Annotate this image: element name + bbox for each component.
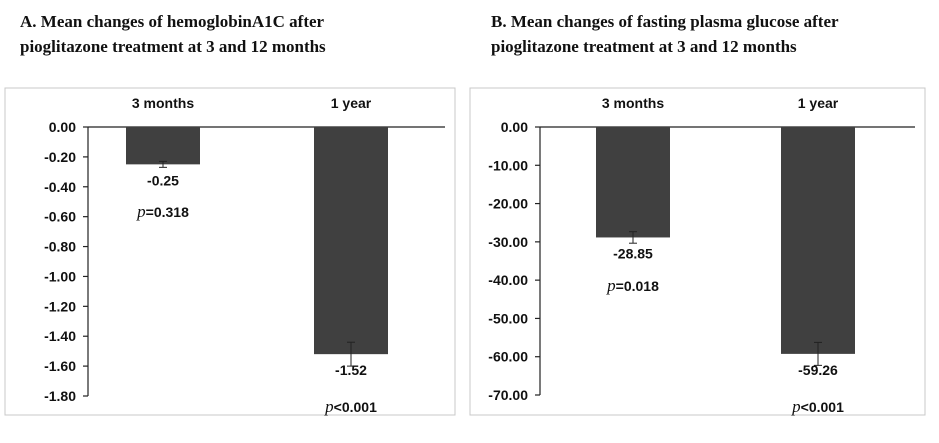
chart-b-title: B. Mean changes of fasting plasma glucos… xyxy=(491,9,931,59)
chart-b-y-tick-label: -40.00 xyxy=(488,272,528,288)
chart-b-frame xyxy=(469,87,926,416)
chart-b-category-label-2: 1 year xyxy=(798,95,839,111)
chart-b-y-tick-label: -10.00 xyxy=(488,157,528,173)
chart-a-p-value-2: p<0.001 xyxy=(324,397,377,416)
chart-a: 0.00 -0.20 -0.40 -0.60 -0.80 -1.00 -1.20 -1.40 -… xyxy=(4,87,456,416)
chart-a-y-tick-label: 0.00 xyxy=(49,119,76,135)
chart-b-category-label-1: 3 months xyxy=(602,95,664,111)
chart-b-p-value-1: p=0.018 xyxy=(606,276,659,295)
chart-a-y-tick-label: -0.40 xyxy=(44,179,76,195)
chart-a-title-line-2: pioglitazone treatment at 3 and 12 month… xyxy=(20,37,326,56)
chart-a-title-line-1: A. Mean changes of hemoglobinA1C after xyxy=(20,12,325,31)
chart-a-category-label-2: 1 year xyxy=(331,95,372,111)
chart-b-y-tick-label: -20.00 xyxy=(488,196,528,212)
chart-a-y-tick-label: -1.60 xyxy=(44,358,76,374)
chart-b-y-tick-label: -50.00 xyxy=(488,310,528,326)
chart-a-y-tick-label: -1.80 xyxy=(44,388,76,404)
chart-a-y-tick-label: -0.60 xyxy=(44,209,76,225)
chart-b-bar-2 xyxy=(781,127,855,354)
chart-a-y-tick-label: -0.20 xyxy=(44,149,76,165)
chart-a-y-tick-label: -0.80 xyxy=(44,239,76,255)
chart-b: 0.00 -10.00 -20.00 -30.00 -40.00 -50.00 -60.00… xyxy=(469,87,926,416)
chart-a-p-value-1: p=0.318 xyxy=(136,202,189,221)
chart-a-bar-2 xyxy=(314,127,388,355)
chart-b-data-label-2: -59.26 xyxy=(798,362,838,378)
chart-a-frame xyxy=(4,87,456,416)
chart-b-p-value-2: p<0.001 xyxy=(791,397,844,416)
chart-b-title-line-1: B. Mean changes of fasting plasma glucos… xyxy=(491,12,839,31)
chart-a-data-label-2: -1.52 xyxy=(335,362,367,378)
chart-b-title-line-2: pioglitazone treatment at 3 and 12 month… xyxy=(491,37,797,56)
chart-b-y-tick-label: -30.00 xyxy=(488,234,528,250)
chart-b-bar-1 xyxy=(596,127,670,238)
chart-b-y-tick-label: 0.00 xyxy=(501,119,528,135)
chart-b-data-label-1: -28.85 xyxy=(613,245,653,261)
chart-b-y-tick-label: -60.00 xyxy=(488,349,528,365)
chart-a-bar-1 xyxy=(126,127,200,165)
chart-a-y-tick-label: -1.40 xyxy=(44,328,76,344)
chart-a-y-tick-label: -1.20 xyxy=(44,298,76,314)
chart-a-data-label-1: -0.25 xyxy=(147,172,179,188)
chart-a-title: A. Mean changes of hemoglobinA1C after p… xyxy=(20,9,460,59)
chart-a-category-label-1: 3 months xyxy=(132,95,194,111)
chart-a-y-tick-label: -1.00 xyxy=(44,268,76,284)
chart-b-y-tick-label: -70.00 xyxy=(488,387,528,403)
